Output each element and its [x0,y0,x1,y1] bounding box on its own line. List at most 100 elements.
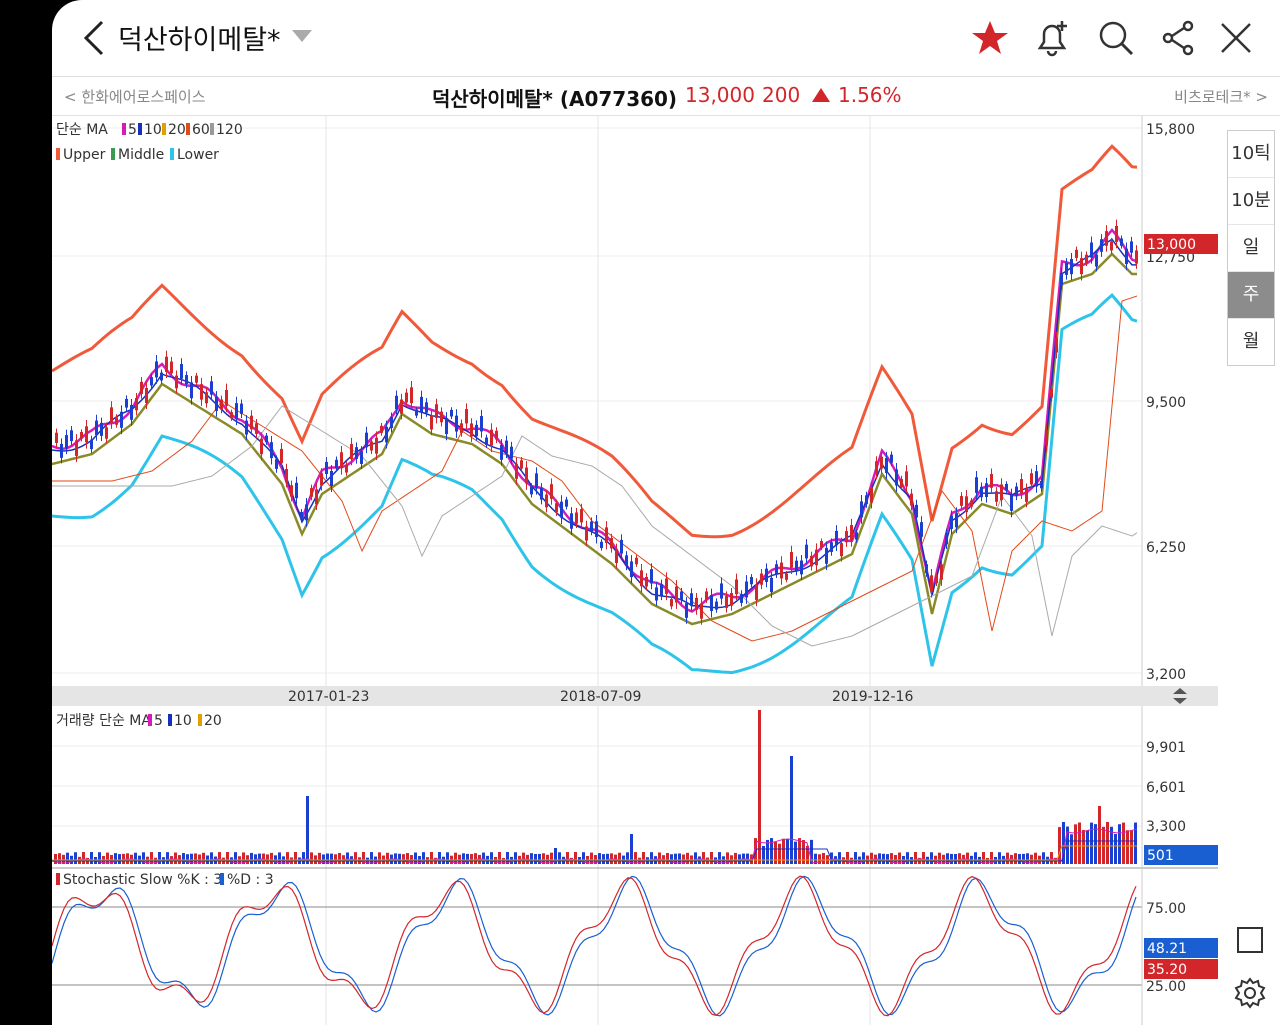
close-icon[interactable] [1216,18,1256,58]
volume-bar [1030,854,1033,864]
bell-add-icon[interactable] [1032,18,1072,58]
volume-bar [530,853,533,864]
period-day[interactable]: 일 [1228,225,1274,272]
candle-body [550,484,553,499]
volume-bar [1118,824,1121,864]
candle-body [1015,486,1018,497]
prev-stock-link[interactable]: < 한화에어로스페이스 [64,88,206,106]
candle-body [160,372,163,381]
current-price: 13,000 [685,83,755,107]
volume-bar [542,853,545,864]
volume-bar [286,852,289,864]
volume-bar [1062,822,1065,864]
volume-bar [974,852,977,864]
candle-body [1120,238,1123,246]
volume-bar [118,854,121,864]
candle-body [270,442,273,459]
volume-bar [634,852,637,864]
volume-bar [498,852,501,864]
stochastic-d-line [52,875,1137,1017]
candle-body [975,477,978,493]
candle-body [540,487,543,500]
moving-average-lines [52,228,1138,647]
candle-body [865,495,868,505]
volume-bar [406,853,409,864]
candle-body [295,482,298,499]
volume-bar [1094,824,1097,864]
volume-bar [458,854,461,864]
candle-body [835,530,838,546]
candle-body [1025,488,1028,502]
candle-body [300,511,303,520]
candle-body [215,396,218,411]
period-week[interactable]: 주 [1228,272,1274,319]
candle-body [870,487,873,503]
candle-body [605,527,608,544]
volume-bar [242,852,245,864]
candle-body [330,470,333,487]
volume-bar [930,852,933,864]
candle-body [595,521,598,538]
volume-bar [950,853,953,864]
candle-body [1135,250,1138,264]
candle-body [985,483,988,498]
candle-body [485,437,488,445]
volume-bar [1018,854,1021,864]
candle-body [725,596,728,608]
svg-text:20: 20 [168,122,186,138]
candle-body [745,581,748,598]
volume-bar [210,852,213,864]
volume-bar [482,852,485,864]
volume-bar [506,852,509,864]
candle-body [875,461,878,474]
stoch-d-badge [1144,959,1218,979]
volume-bar [642,852,645,864]
candle-body [1070,259,1073,275]
candle-body [285,469,288,483]
volume-bar [886,854,889,864]
candle-body [1130,241,1133,253]
candle-body [125,398,128,408]
volume-bar [678,853,681,864]
candle-body [60,443,63,458]
candle-body [235,403,238,419]
next-stock-link[interactable]: 비츠로테크* > [1174,88,1268,106]
volume-bar [534,853,537,864]
candle-body [1005,483,1008,491]
candle-body [260,438,263,455]
gear-icon[interactable] [1232,975,1268,1011]
candle-body [980,486,983,498]
candle-body [740,593,743,603]
volume-bar [122,853,125,864]
star-icon[interactable] [970,18,1010,58]
candle-body [935,575,938,584]
search-icon[interactable] [1096,18,1136,58]
volume-bar [550,852,553,864]
stock-chart[interactable]: 단순 MA 5 10 20 60 120 Upper Middle Lower … [52,116,1218,1025]
period-month[interactable]: 월 [1242,331,1260,352]
candle-body [545,494,548,508]
candle-body [705,591,708,600]
period-10min[interactable]: 10분 [1228,178,1274,225]
page-title: 덕산하이메탈* [118,25,281,56]
stochastic-lines [52,875,1137,1017]
stoch-d-label: 35.20 [1147,962,1187,978]
bollinger-lower-line [52,292,1138,675]
volume-bar [998,852,1001,864]
candle-body [730,593,733,606]
volume-bar [558,852,561,864]
back-arrow-icon[interactable] [76,18,116,58]
period-10tick[interactable]: 10틱 [1228,131,1274,178]
share-icon[interactable] [1158,18,1198,58]
candle-body [515,463,518,479]
checkbox-square-icon[interactable] [1232,922,1268,958]
candle-body [845,531,848,543]
chevron-down-icon[interactable] [292,30,312,42]
candle-body [380,425,383,433]
x-tick: 2019-12-16 [832,689,913,705]
volume-bar [538,853,541,864]
panel-resize-icon[interactable] [1173,688,1187,704]
candle-body [615,549,618,564]
candle-body [495,430,498,440]
candle-body [915,504,918,518]
